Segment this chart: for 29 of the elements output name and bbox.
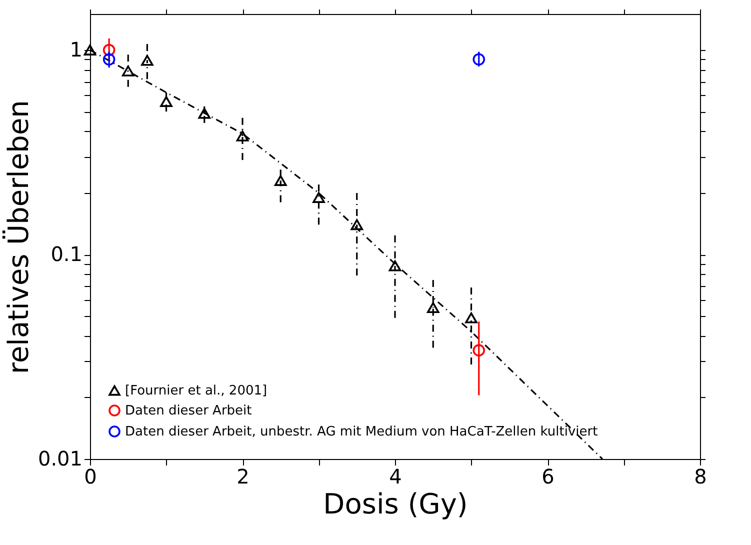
point [198, 108, 211, 119]
point [84, 44, 96, 56]
point [472, 53, 486, 66]
point [236, 130, 249, 142]
y-tick-label: 1 [70, 38, 82, 62]
point [388, 260, 402, 272]
y-axis-title: relatives Überleben [2, 100, 35, 374]
point [426, 302, 440, 314]
point [350, 219, 364, 230]
legend-label: Daten dieser Arbeit [125, 404, 252, 418]
x-tick-label: 0 [84, 464, 97, 488]
legend-label: Daten dieser Arbeit, unbestr. AG mit Medium von HaCaT-Zellen kultiviert [125, 424, 598, 440]
point [465, 312, 478, 324]
x-axis-title: Dosis (Gy) [323, 488, 468, 520]
point [160, 96, 172, 107]
point [102, 53, 116, 66]
y-tick-label: 0.01 [38, 446, 82, 470]
point [141, 54, 154, 66]
x-tick-label: 4 [389, 464, 402, 488]
point [472, 344, 486, 356]
x-tick-label: 8 [694, 464, 707, 488]
x-tick-label: 6 [542, 464, 554, 488]
point [312, 192, 325, 203]
point [274, 175, 287, 186]
legend-label: [Fournier et al., 2001] [125, 384, 268, 398]
point [102, 44, 116, 56]
point [122, 66, 134, 76]
x-tick-label: 2 [236, 464, 250, 488]
y-tick-label: 0.1 [50, 242, 82, 266]
